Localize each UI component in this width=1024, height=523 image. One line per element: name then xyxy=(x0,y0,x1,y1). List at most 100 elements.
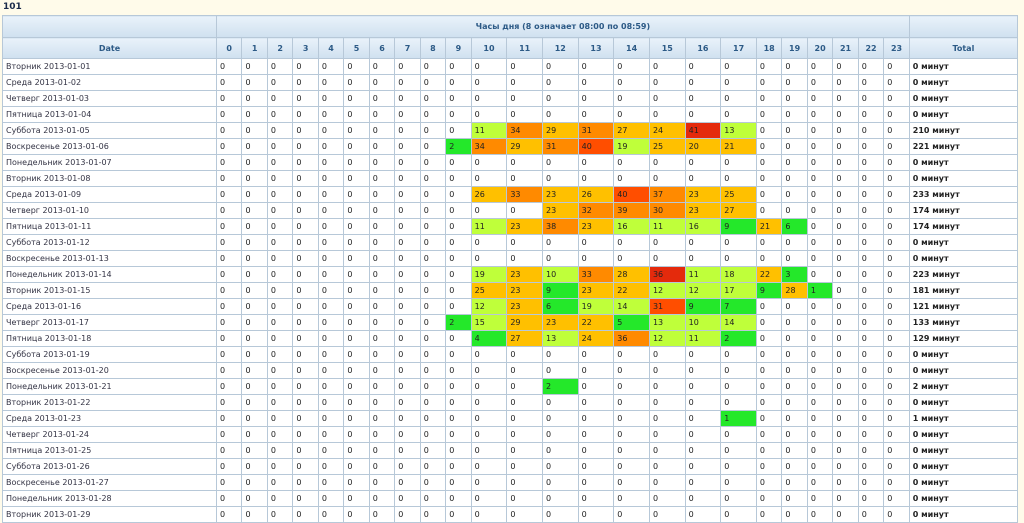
hour-header[interactable]: 18 xyxy=(755,37,783,59)
hour-cell: 0 xyxy=(368,410,396,427)
hour-header[interactable]: 7 xyxy=(394,37,421,59)
hour-header[interactable]: 19 xyxy=(781,37,808,59)
hour-cell: 0 xyxy=(241,58,268,75)
hour-cell: 23 xyxy=(506,266,543,283)
hour-cell: 0 xyxy=(857,362,885,379)
hour-cell: 0 xyxy=(215,58,243,75)
hour-cell: 0 xyxy=(684,106,722,123)
hour-cell: 0 xyxy=(368,234,396,251)
row-date: Среда 2013-01-23 xyxy=(2,410,217,427)
hour-cell: 23 xyxy=(577,282,615,299)
hour-cell: 0 xyxy=(806,234,834,251)
hour-cell: 0 xyxy=(419,106,447,123)
hour-cell: 0 xyxy=(720,362,757,379)
hour-cell: 16 xyxy=(684,218,722,235)
hour-cell: 0 xyxy=(292,346,319,363)
hour-header[interactable]: 4 xyxy=(317,37,345,59)
hour-header[interactable]: 3 xyxy=(292,37,319,59)
hour-cell: 0 xyxy=(419,490,447,507)
hour-header[interactable]: 23 xyxy=(883,37,910,59)
hour-header[interactable]: 1 xyxy=(241,37,268,59)
hour-cell: 0 xyxy=(241,266,268,283)
row-date: Понедельник 2013-01-21 xyxy=(2,378,217,395)
hour-cell: 0 xyxy=(832,154,859,171)
row-date: Пятница 2013-01-04 xyxy=(2,106,217,123)
hour-cell: 0 xyxy=(781,170,808,187)
hour-header[interactable]: 8 xyxy=(419,37,447,59)
hour-cell: 0 xyxy=(445,330,472,347)
hour-cell: 0 xyxy=(857,266,885,283)
hour-cell: 0 xyxy=(241,442,268,459)
hour-cell: 0 xyxy=(445,186,472,203)
hour-cell: 2 xyxy=(720,330,757,347)
hour-cell: 0 xyxy=(857,250,885,267)
date-header[interactable]: Date xyxy=(2,37,217,59)
hour-header[interactable]: 12 xyxy=(541,37,579,59)
hour-header[interactable]: 15 xyxy=(648,37,686,59)
hour-cell: 0 xyxy=(394,74,421,91)
hour-cell: 0 xyxy=(613,154,650,171)
hour-cell: 0 xyxy=(577,250,615,267)
hour-cell: 0 xyxy=(806,490,834,507)
hour-header[interactable]: 10 xyxy=(470,37,508,59)
hour-cell: 0 xyxy=(343,426,370,443)
hour-header[interactable]: 2 xyxy=(266,37,294,59)
total-header[interactable]: Total xyxy=(908,37,1019,59)
row-date: Пятница 2013-01-18 xyxy=(2,330,217,347)
hour-cell: 0 xyxy=(343,250,370,267)
hour-cell: 4 xyxy=(470,330,508,347)
hour-header[interactable]: 11 xyxy=(506,37,543,59)
hour-cell: 0 xyxy=(266,346,294,363)
hour-header[interactable]: 22 xyxy=(857,37,885,59)
hour-cell: 0 xyxy=(394,474,421,491)
hour-cell: 0 xyxy=(266,506,294,523)
hour-cell: 0 xyxy=(883,106,910,123)
hour-cell: 0 xyxy=(781,346,808,363)
hour-cell: 0 xyxy=(720,490,757,507)
hour-header[interactable]: 13 xyxy=(577,37,615,59)
header-blank xyxy=(2,15,217,38)
hour-cell: 0 xyxy=(684,474,722,491)
hour-cell: 0 xyxy=(755,314,783,331)
hour-cell: 0 xyxy=(266,298,294,315)
hour-header[interactable]: 16 xyxy=(684,37,722,59)
hour-header[interactable]: 6 xyxy=(368,37,396,59)
hour-cell: 0 xyxy=(266,90,294,107)
hour-cell: 31 xyxy=(648,298,686,315)
hour-header[interactable]: 9 xyxy=(445,37,472,59)
hour-cell: 0 xyxy=(266,314,294,331)
hour-cell: 0 xyxy=(806,362,834,379)
hour-cell: 0 xyxy=(832,458,859,475)
hour-cell: 0 xyxy=(241,90,268,107)
hour-cell: 0 xyxy=(577,58,615,75)
row-total: 0 минут xyxy=(908,458,1019,475)
hour-cell: 0 xyxy=(648,490,686,507)
hour-cell: 12 xyxy=(470,298,508,315)
hour-cell: 0 xyxy=(470,426,508,443)
table-row: Среда 2013-01-23 0 0 0 0 0 0 0 0 0 0 0 0 0 0 0 0 0 1 0 0 0 0 0 0… xyxy=(2,410,1019,427)
row-date: Четверг 2013-01-10 xyxy=(2,202,217,219)
hour-cell: 0 xyxy=(857,490,885,507)
hour-cell: 0 xyxy=(419,330,447,347)
hour-cell: 0 xyxy=(343,234,370,251)
hour-cell: 0 xyxy=(368,106,396,123)
hour-cell: 0 xyxy=(806,458,834,475)
hour-header[interactable]: 5 xyxy=(343,37,370,59)
hour-cell: 0 xyxy=(292,394,319,411)
hour-cell: 0 xyxy=(832,378,859,395)
hour-cell: 0 xyxy=(470,106,508,123)
hour-cell: 0 xyxy=(419,90,447,107)
hour-header[interactable]: 20 xyxy=(806,37,834,59)
hour-cell: 0 xyxy=(832,394,859,411)
hour-cell: 25 xyxy=(470,282,508,299)
hour-cell: 0 xyxy=(755,58,783,75)
hour-cell: 0 xyxy=(266,58,294,75)
hour-cell: 0 xyxy=(806,218,834,235)
hour-cell: 0 xyxy=(343,298,370,315)
hour-header[interactable]: 17 xyxy=(720,37,757,59)
hour-header[interactable]: 0 xyxy=(215,37,243,59)
hour-header[interactable]: 14 xyxy=(613,37,650,59)
hour-cell: 0 xyxy=(317,346,345,363)
hour-cell: 0 xyxy=(292,362,319,379)
hour-header[interactable]: 21 xyxy=(832,37,859,59)
